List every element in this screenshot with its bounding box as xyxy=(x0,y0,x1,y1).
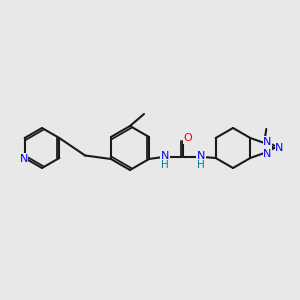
Text: N: N xyxy=(20,154,28,164)
Text: H: H xyxy=(197,160,205,170)
Text: N: N xyxy=(197,151,205,161)
Text: N: N xyxy=(275,143,284,153)
Text: O: O xyxy=(184,133,192,143)
Text: N: N xyxy=(263,149,272,159)
Text: H: H xyxy=(161,160,169,170)
Text: N: N xyxy=(161,151,169,161)
Text: N: N xyxy=(263,137,272,147)
